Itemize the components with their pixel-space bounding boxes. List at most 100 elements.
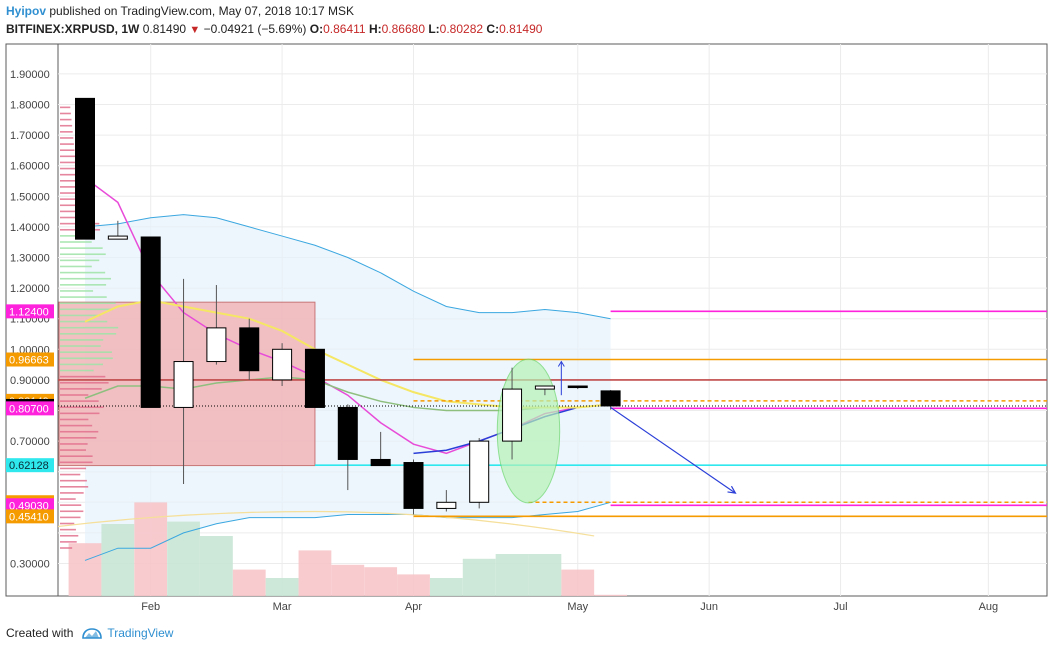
candle: [140, 236, 161, 408]
volume-profile-bar: [60, 198, 80, 200]
y-tick-label: 0.30000: [10, 559, 50, 571]
volume-profile-bar: [60, 173, 77, 176]
close-label: C:: [486, 22, 500, 36]
volume-profile-bar: [60, 186, 79, 188]
volume-profile-bar: [60, 381, 109, 384]
band-upper-line: [84, 214, 611, 320]
candle: [272, 348, 293, 381]
volume-bar: [594, 594, 627, 596]
volume-profile-bar: [60, 510, 84, 513]
candle: [239, 327, 260, 372]
price-label-box: [6, 509, 54, 524]
ohlc-header: BITFINEX:XRPUSD, 1W 0.81490 ▼ −0.04921 (…: [6, 22, 542, 36]
last-price: 0.81490: [142, 22, 187, 36]
volume-profile-bar: [60, 467, 87, 470]
volume-profile-bar: [60, 308, 113, 311]
volume-profile-bar: [60, 106, 71, 109]
price-label: 1.12400: [9, 306, 49, 318]
volume-profile-bar: [60, 155, 76, 158]
x-tick-label: May: [567, 601, 588, 613]
volume-profile-bar: [60, 486, 89, 488]
volume-profile-bar: [60, 351, 112, 353]
high-label: H:: [368, 22, 382, 36]
volume-bar: [265, 578, 299, 596]
candle: [206, 327, 227, 363]
candle: [436, 501, 457, 509]
volume-profile-bar: [60, 528, 76, 531]
volume-bar: [462, 558, 496, 596]
candle: [403, 462, 424, 509]
y-tick-label: 1.80000: [10, 100, 50, 112]
volume-profile-bar: [60, 522, 75, 525]
volume-bar: [298, 550, 332, 596]
volume-profile-bar: [60, 131, 73, 133]
low-label: L:: [428, 22, 440, 36]
volume-profile-bar: [60, 320, 108, 323]
open-label: O:: [309, 22, 324, 36]
high-value: 0.86680: [381, 22, 425, 36]
forecast-arrow-head: [727, 485, 737, 494]
price-label: 0.62128: [9, 460, 49, 472]
price-label-box: [6, 498, 54, 513]
price-label-box: [6, 458, 54, 473]
volume-profile-bar: [60, 406, 104, 409]
volume-profile-bar: [60, 204, 80, 207]
y-tick-label: 1.60000: [10, 161, 50, 173]
published-text: published on TradingView.com, May 07, 20…: [49, 4, 354, 18]
volume-profile-bar: [60, 118, 72, 121]
volume-profile-bar: [60, 192, 79, 194]
candle: [534, 385, 555, 390]
volume-profile-bar: [60, 271, 106, 274]
volume-profile-bar: [60, 345, 101, 347]
volume-profile-bar: [60, 161, 76, 164]
volume-profile-bar: [60, 259, 100, 262]
yellow-long-curve: [58, 510, 595, 537]
author-name[interactable]: Hyipov: [6, 4, 47, 18]
volume-profile-bar: [60, 534, 79, 537]
y-tick-label: 1.50000: [10, 191, 50, 203]
price-label-box: [6, 352, 54, 367]
volume-profile-bar: [60, 473, 81, 476]
volume-bar: [68, 543, 102, 596]
volume-profile-bar: [60, 112, 71, 115]
volume-profile-bar: [60, 277, 111, 280]
candle: [502, 388, 523, 442]
y-tick-label: 0.90000: [10, 375, 50, 387]
volume-profile-bar: [60, 247, 103, 249]
volume-profile-bar: [60, 363, 103, 366]
volume-profile-bar: [60, 284, 107, 286]
volume-profile-bar: [60, 149, 75, 151]
volume-profile-bar: [60, 210, 81, 213]
volume-profile-bar: [60, 400, 99, 402]
volume-profile-bar: [60, 253, 106, 256]
candle: [567, 385, 588, 389]
candle: [469, 440, 490, 503]
candle: [107, 235, 128, 240]
x-tick-label: Mar: [273, 601, 292, 613]
volume-profile-bar: [60, 339, 104, 341]
price-label: 0.96663: [9, 355, 49, 367]
volume-profile-bar: [60, 412, 100, 415]
y-tick-label: 1.90000: [10, 69, 50, 81]
volume-profile-bar: [60, 265, 92, 268]
volume-profile-bar: [60, 516, 81, 519]
volume-profile-bar: [60, 180, 78, 182]
x-tick-label: Jun: [700, 601, 718, 613]
volume-profile-bar: [60, 430, 99, 433]
volume-profile-bar: [60, 369, 94, 372]
volume-profile-bar: [60, 124, 73, 127]
price-change: −0.04921 (−5.69%): [203, 22, 307, 36]
volume-profile-bar: [60, 498, 76, 500]
volume-bar: [101, 524, 135, 596]
tradingview-link[interactable]: TradingView: [107, 626, 174, 640]
volume-profile-bar: [60, 326, 119, 329]
volume-bar: [200, 536, 233, 596]
volume-bar: [331, 564, 365, 596]
plot-layer: [58, 44, 1047, 596]
x-tick-label: Feb: [141, 601, 160, 613]
volume-profile-bar: [60, 241, 92, 243]
symbol-label: BITFINEX:XRPUSD, 1W: [6, 22, 140, 36]
volume-bar: [495, 554, 529, 596]
volume-profile-bar: [60, 314, 101, 317]
